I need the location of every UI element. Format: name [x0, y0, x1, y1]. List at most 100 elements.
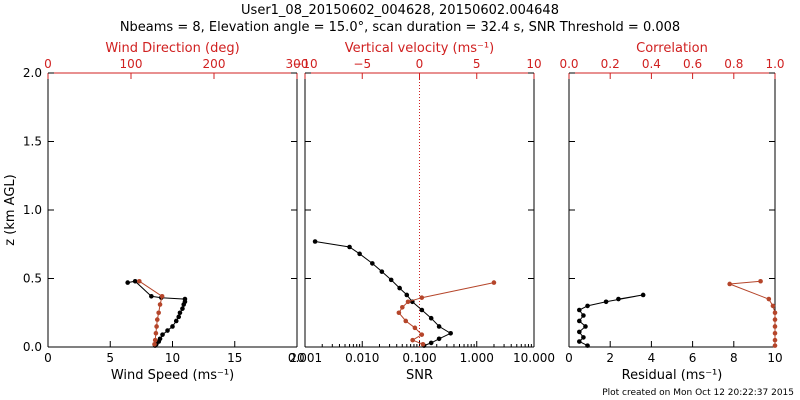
secondary-series-point	[772, 324, 778, 329]
secondary-series-point	[758, 278, 763, 284]
y-tick-label: 1.5	[23, 135, 42, 149]
secondary-series-point	[405, 299, 411, 305]
x-tick-label: 10	[767, 351, 782, 365]
primary-series-line	[127, 280, 186, 346]
top-tick-label: −10	[292, 57, 317, 71]
y-tick-label: 0.0	[23, 340, 42, 354]
x-tick-label: 0	[44, 351, 52, 365]
secondary-series-point	[157, 302, 163, 307]
y-tick-label: 0.5	[23, 272, 42, 286]
primary-series-point	[379, 269, 385, 274]
primary-series-point	[583, 324, 588, 329]
primary-series-point	[176, 314, 182, 320]
primary-series-point	[577, 318, 582, 324]
x-tick-label: 6	[689, 351, 697, 365]
primary-series-point	[419, 307, 425, 313]
secondary-series-point	[152, 337, 158, 343]
x-tick-label: 15	[227, 351, 242, 365]
primary-series-point	[577, 307, 582, 313]
primary-series-point	[640, 292, 646, 298]
x-axis-label: SNR	[406, 368, 433, 383]
x-tick-label: 5	[106, 351, 114, 365]
top-tick-label: 0.2	[601, 57, 620, 71]
primary-series-point	[585, 303, 590, 309]
primary-series-point	[428, 315, 434, 321]
x-tick-label: 0	[565, 351, 573, 365]
secondary-series-point	[766, 296, 772, 302]
secondary-series-point	[419, 332, 425, 337]
x-tick-label: 10.000	[513, 351, 555, 365]
top-tick-label: 0.6	[683, 57, 702, 71]
top-tick-label: 0.4	[642, 57, 661, 71]
secondary-series-point	[772, 331, 778, 336]
y-axis-label: z (km AGL)	[3, 174, 18, 245]
primary-series-point	[603, 299, 609, 305]
primary-series-point	[347, 244, 352, 250]
primary-series-point	[173, 318, 179, 324]
primary-series-point	[388, 277, 394, 283]
secondary-series-point	[727, 281, 732, 287]
top-tick-label: 100	[120, 57, 143, 71]
top-tick-label: 0	[416, 57, 424, 71]
y-tick-label: 2.0	[23, 66, 42, 80]
primary-series-point	[132, 278, 138, 284]
secondary-series-point	[159, 294, 165, 299]
top-tick-label: 1.0	[765, 57, 784, 71]
secondary-series-point	[772, 317, 778, 322]
primary-series-point	[436, 336, 442, 342]
secondary-series-point	[152, 341, 157, 347]
secondary-series-point	[154, 317, 160, 322]
primary-series-point	[165, 328, 170, 333]
primary-series-point	[577, 339, 582, 344]
top-tick-label: 200	[203, 57, 226, 71]
top-tick-label: 0.8	[724, 57, 743, 71]
secondary-series-point	[770, 303, 776, 309]
secondary-series-point	[410, 337, 415, 343]
secondary-series-point	[154, 324, 159, 329]
secondary-series-point	[772, 337, 778, 343]
secondary-series-point	[419, 295, 425, 300]
primary-series-point	[616, 296, 621, 302]
primary-series-point	[581, 313, 586, 318]
top-tick-label: 0	[44, 57, 52, 71]
x-tick-label: 4	[648, 351, 656, 365]
primary-series-line	[315, 241, 452, 347]
top-tick-label: 300	[286, 57, 309, 71]
secondary-series-point	[412, 325, 418, 331]
secondary-series-point	[137, 278, 142, 284]
top-axis-label: Vertical velocity (ms⁻¹)	[345, 41, 494, 56]
x-tick-label: 10	[165, 351, 180, 365]
secondary-series-point	[156, 310, 161, 316]
chart-subtitle: Nbeams = 8, Elevation angle = 15.0°, sca…	[119, 20, 681, 35]
x-axis-label: Wind Speed (ms⁻¹)	[111, 368, 234, 383]
secondary-series-point	[772, 343, 778, 348]
primary-series-point	[312, 239, 318, 244]
primary-series-point	[581, 335, 586, 340]
secondary-series-line	[398, 282, 495, 345]
primary-series-point	[585, 343, 590, 348]
primary-series-point	[180, 306, 185, 311]
primary-series-point	[357, 251, 362, 257]
x-tick-label: 20	[289, 351, 304, 365]
top-tick-label: 0.0	[559, 57, 578, 71]
y-tick-label: 1.0	[23, 203, 42, 217]
primary-series-point	[577, 329, 582, 335]
x-tick-label: 0.001	[288, 351, 322, 365]
secondary-series-point	[420, 341, 426, 347]
primary-series-point	[448, 331, 453, 336]
top-axis-label: Wind Direction (deg)	[105, 41, 239, 56]
primary-series-point	[170, 324, 175, 329]
primary-series-point	[436, 324, 442, 329]
primary-series-point	[181, 302, 187, 307]
x-tick-label: 1.000	[460, 351, 494, 365]
primary-series-point	[397, 285, 402, 291]
x-tick-label: 0.100	[402, 351, 436, 365]
secondary-series-point	[400, 304, 405, 310]
secondary-series-point	[772, 310, 778, 316]
primary-series-point	[177, 310, 183, 316]
x-tick-label: 8	[730, 351, 738, 365]
primary-series-point	[404, 292, 410, 298]
secondary-series-line	[729, 280, 776, 346]
x-tick-label: 0.010	[345, 351, 379, 365]
